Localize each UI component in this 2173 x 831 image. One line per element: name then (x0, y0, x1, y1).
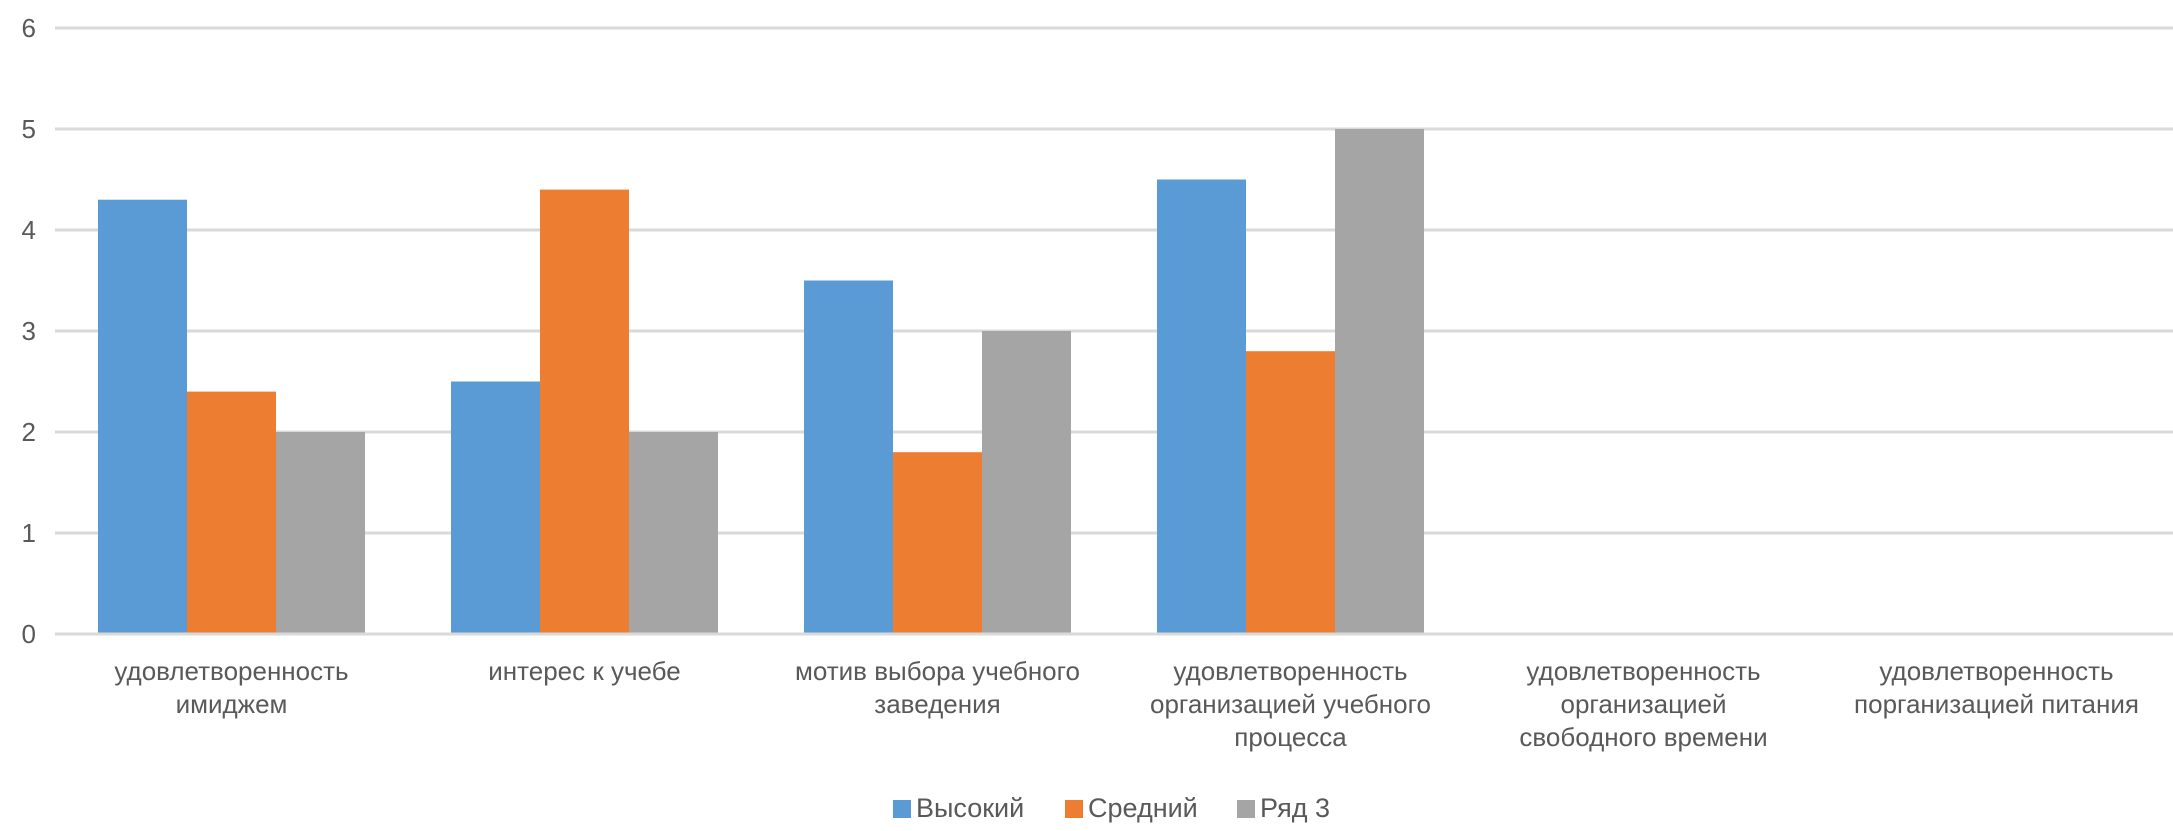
category-label: удовлетворенность имиджем (114, 656, 348, 719)
y-tick-label: 3 (22, 316, 36, 346)
legend-label: Высокий (916, 793, 1024, 823)
category-label: удовлетворенность порганизацией питания (1854, 656, 2139, 719)
category-label-line: заведения (874, 689, 1000, 719)
bar-3-4 (1335, 129, 1424, 634)
y-axis-ticks: 0 1 2 3 4 5 6 (22, 13, 36, 649)
bar-2-2 (540, 189, 629, 634)
legend: Высокий Средний Ряд 3 (893, 793, 1330, 823)
category-label-line: удовлетворенность (1879, 656, 2113, 686)
bar-3-1 (276, 432, 365, 634)
category-label: удовлетворенность организацией свободного … (1519, 656, 1767, 752)
bar-2-1 (187, 391, 276, 634)
legend-swatch (1237, 800, 1255, 818)
legend-swatch (893, 800, 911, 818)
bar-3-2 (629, 432, 718, 634)
category-label: удовлетворенность организацией учебного пр… (1150, 656, 1431, 752)
category-label-line: удовлетворенность (1173, 656, 1407, 686)
bar-2-3 (893, 452, 982, 634)
category-label: интерес к учебе (488, 656, 680, 686)
y-tick-label: 0 (22, 619, 36, 649)
bar-1-2 (451, 381, 540, 634)
category-label-line: организацией (1561, 689, 1727, 719)
bar-1-3 (804, 280, 893, 634)
bar-3-3 (982, 331, 1071, 634)
category-label-line: процесса (1234, 722, 1347, 752)
category-label: мотив выбора учебного заведения (795, 656, 1080, 719)
y-tick-label: 5 (22, 114, 36, 144)
category-label-line: имиджем (176, 689, 288, 719)
legend-label: Средний (1088, 793, 1198, 823)
bars (98, 129, 1424, 634)
category-label-line: удовлетворенность (114, 656, 348, 686)
bar-2-4 (1246, 351, 1335, 634)
category-label-line: интерес к учебе (488, 656, 680, 686)
y-tick-label: 1 (22, 518, 36, 548)
legend-label: Ряд 3 (1260, 793, 1330, 823)
category-label-line: свободного времени (1519, 722, 1767, 752)
legend-swatch (1065, 800, 1083, 818)
bar-1-4 (1157, 179, 1246, 634)
y-tick-label: 6 (22, 13, 36, 43)
y-tick-label: 2 (22, 417, 36, 447)
gridlines (55, 26, 2173, 535)
category-label-line: удовлетворенность (1526, 656, 1760, 686)
y-tick-label: 4 (22, 215, 36, 245)
category-label-line: мотив выбора учебного (795, 656, 1080, 686)
bar-1-1 (98, 199, 187, 634)
category-label-line: организацией учебного (1150, 689, 1431, 719)
category-label-line: порганизацией питания (1854, 689, 2139, 719)
